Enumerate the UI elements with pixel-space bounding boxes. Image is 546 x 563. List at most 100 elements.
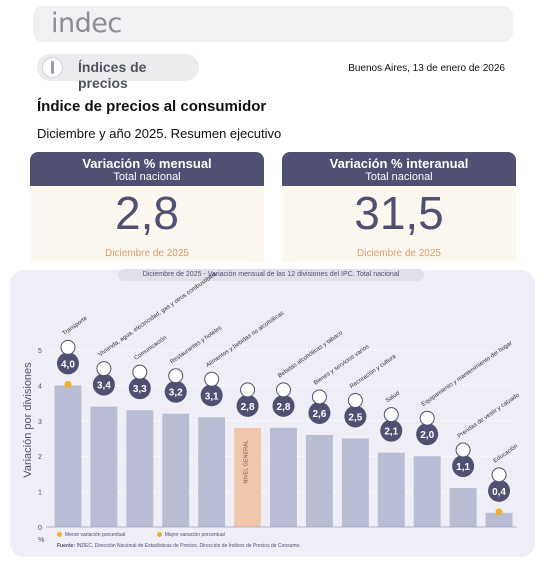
value-bubble	[308, 401, 331, 424]
source-text: INDEC, Dirección Nacional de Estadística…	[75, 543, 301, 549]
category-icon	[311, 389, 327, 405]
value-bubble	[200, 384, 223, 407]
bar	[126, 410, 154, 527]
bar	[54, 385, 82, 527]
source-label: Fuente:	[57, 543, 76, 549]
y-tick-label: 1	[38, 490, 42, 497]
category-label: Transporte	[62, 315, 90, 337]
chart-title-prefix: Diciembre de 2025 -	[142, 271, 208, 278]
category-label: Comunicación	[134, 335, 169, 362]
section-pill: Índices de precios	[37, 54, 199, 91]
bar	[305, 434, 333, 527]
value-bubble	[488, 479, 511, 502]
extreme-marker	[64, 380, 72, 388]
section-label: Índices de precios	[78, 59, 147, 91]
value-label: 0,4	[492, 487, 506, 498]
legend-min-label: Menor variación porcentual	[65, 532, 126, 538]
category-label: Educación	[493, 443, 519, 464]
category-icon	[60, 339, 76, 355]
monthly-card: Variación % mensual Total nacional 2,8 D…	[30, 152, 264, 262]
bar	[162, 413, 190, 527]
bar	[449, 488, 477, 527]
category-label: Prendas de vestir y calzado	[457, 392, 521, 440]
value-label: 3,4	[97, 381, 111, 392]
y-tick-label: 3	[38, 419, 42, 426]
value-label: 2,5	[348, 413, 362, 424]
yearly-card-scope: Total nacional	[365, 171, 433, 183]
value-label: 2,8	[241, 402, 255, 413]
category-label: NIVEL GENERAL	[244, 440, 250, 484]
bar	[413, 456, 441, 527]
legend-min: Menor variación porcentual	[57, 532, 125, 538]
source-note: Fuente: INDEC, Dirección Nacional de Est…	[57, 543, 301, 549]
value-bubble	[380, 419, 403, 442]
value-bubble	[416, 423, 439, 446]
indec-logo[interactable]: indec	[51, 8, 122, 39]
category-icon	[419, 410, 435, 426]
category-icon	[347, 393, 363, 408]
category-icon	[455, 442, 471, 458]
category-icon	[276, 382, 291, 398]
yearly-value: 31,5	[354, 187, 444, 239]
category-icon	[96, 361, 112, 377]
bar	[234, 427, 262, 527]
page-subtitle: Diciembre y año 2025. Resumen ejecutivo	[37, 126, 282, 141]
category-label: Salud	[385, 391, 401, 405]
legend-max-label: Mayor variación porcentual	[164, 532, 225, 538]
category-icon	[132, 364, 148, 380]
yearly-card-title: Variación % interanual	[329, 156, 469, 171]
bar	[198, 417, 226, 527]
extreme-marker	[495, 508, 503, 516]
top-bar: indec	[33, 6, 513, 42]
value-bubble	[272, 394, 295, 417]
percent-unit: %	[38, 537, 45, 544]
category-label: Recreación y cultura	[349, 353, 398, 390]
category-icon	[383, 407, 399, 423]
report-date: Buenos Aires, 13 de enero de 2026	[348, 63, 505, 74]
category-icon	[240, 382, 256, 398]
y-tick-label: 5	[38, 348, 42, 355]
value-label: 2,1	[384, 427, 398, 438]
chart-legend: Menor variación porcentual Mayor variaci…	[57, 532, 225, 538]
value-label: 2,6	[312, 409, 326, 420]
value-bubble	[452, 455, 475, 478]
value-bubble	[56, 352, 79, 375]
value-label: 3,1	[205, 391, 219, 402]
monthly-period: Diciembre de 2025	[105, 248, 189, 259]
value-label: 4,0	[61, 359, 75, 370]
yearly-period: Diciembre de 2025	[357, 248, 441, 259]
category-icon	[491, 467, 507, 483]
value-label: 3,2	[169, 388, 183, 399]
value-label: 2,8	[277, 402, 291, 413]
monthly-card-scope: Total nacional	[113, 171, 181, 183]
value-bubble	[236, 394, 259, 417]
bar	[90, 406, 118, 527]
value-label: 2,0	[420, 430, 434, 441]
value-bubble	[92, 373, 115, 396]
y-tick-label: 2	[38, 454, 42, 461]
legend-min-marker	[57, 532, 62, 538]
yearly-card: Variación % interanual Total nacional 31…	[282, 152, 516, 262]
bar	[341, 438, 369, 527]
chart-title: Diciembre de 2025 - Variación mensual de…	[118, 269, 424, 281]
seal-icon	[42, 57, 63, 78]
value-bubble	[128, 377, 151, 400]
y-tick-label: 4	[38, 383, 42, 390]
page-title: Índice de precios al consumidor	[37, 98, 267, 115]
value-bubble	[344, 405, 367, 428]
monthly-value: 2,8	[115, 187, 179, 239]
category-icon	[204, 371, 220, 387]
category-icon	[168, 368, 184, 384]
y-tick-label: 0	[38, 525, 42, 532]
legend-max-marker	[156, 532, 162, 538]
category-label: Alimentos y bebidas no alcohólicas	[205, 310, 285, 368]
value-label: 3,3	[133, 384, 147, 395]
value-bubble	[164, 380, 187, 403]
chart-title-text: Variación mensual de las 12 divisiones d…	[207, 271, 400, 278]
bar	[270, 427, 297, 527]
monthly-card-title: Variación % mensual	[82, 156, 212, 171]
value-label: 1,1	[456, 462, 470, 473]
bar	[485, 512, 513, 527]
bar	[377, 452, 405, 527]
